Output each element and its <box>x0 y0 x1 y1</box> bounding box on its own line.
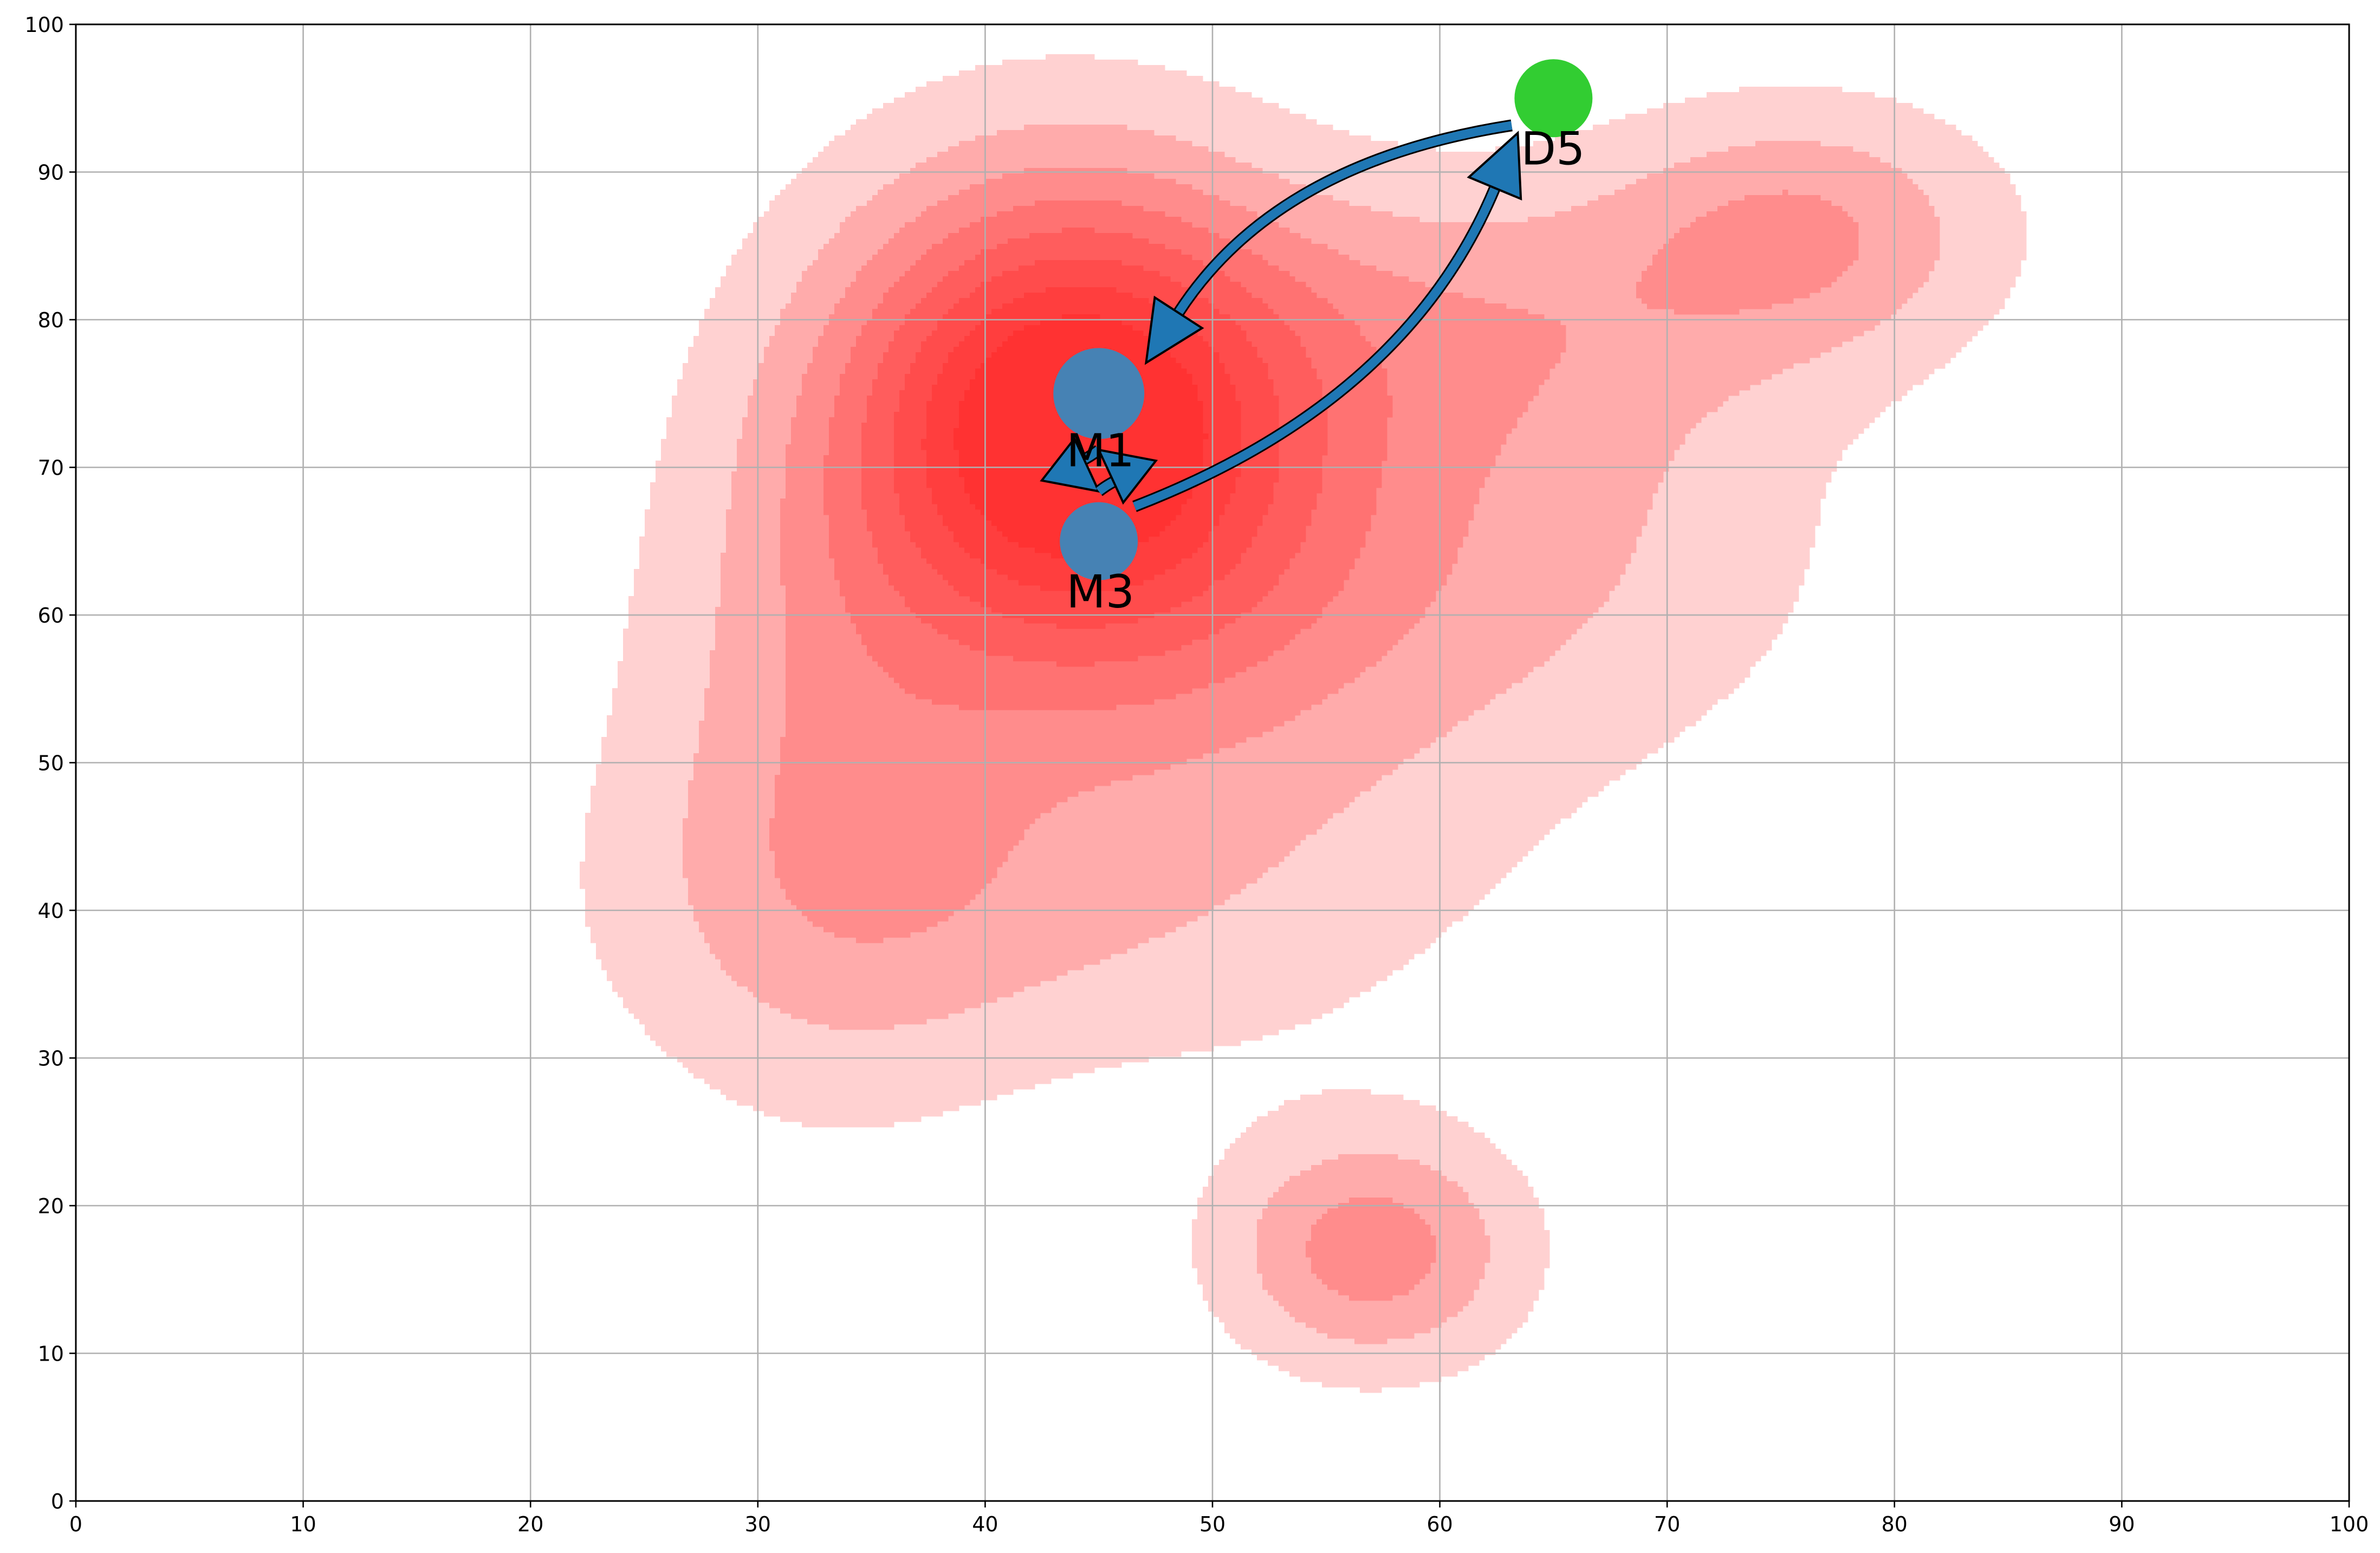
x-tick-label: 0 <box>69 1512 82 1536</box>
density-fill <box>683 125 1940 1344</box>
density-level-7 <box>921 287 1241 591</box>
arrow-head <box>1467 131 1522 201</box>
points: M1 M3 D5 <box>1053 59 1593 618</box>
arrows <box>1040 119 1522 512</box>
x-tick-label: 60 <box>1426 1512 1452 1536</box>
arrow-head <box>1144 295 1204 365</box>
arrow-1 <box>1144 119 1513 365</box>
x-tick-label: 70 <box>1654 1512 1680 1536</box>
y-tick-label: 30 <box>38 1047 64 1071</box>
point-label-d5: D5 <box>1521 122 1585 175</box>
point-label-m1: M1 <box>1066 424 1134 477</box>
arrow-3 <box>1040 436 1103 493</box>
x-tick-label: 40 <box>972 1512 998 1536</box>
x-tick-label: 10 <box>290 1512 316 1536</box>
x-tick-label: 100 <box>2330 1512 2369 1536</box>
y-tick-label: 10 <box>38 1342 64 1366</box>
x-tick-label: 30 <box>745 1512 771 1536</box>
arrow-2 <box>1132 131 1522 512</box>
x-tick-label: 20 <box>517 1512 543 1536</box>
y-tick-label: 60 <box>38 604 64 627</box>
y-tick-label: 70 <box>38 456 64 480</box>
x-tick-label: 80 <box>1882 1512 1908 1536</box>
y-tick-label: 50 <box>38 752 64 775</box>
axes <box>69 23 2350 1507</box>
arrow-head <box>1040 436 1101 493</box>
y-tick-label: 100 <box>24 13 64 37</box>
arrow-shaft <box>1133 186 1499 511</box>
density-level-6 <box>894 260 1279 629</box>
point-label-m3: M3 <box>1066 565 1134 618</box>
x-tick-label: 90 <box>2109 1512 2135 1536</box>
point-m1 <box>1053 348 1145 439</box>
arrow-head <box>1097 448 1158 505</box>
density-fill <box>921 287 1241 591</box>
y-tick-label: 90 <box>38 161 64 185</box>
arrow-4 <box>1095 448 1158 505</box>
density-fill <box>894 260 1279 629</box>
y-tick-label: 0 <box>51 1490 64 1513</box>
point-d5 <box>1514 59 1593 138</box>
y-tick-label: 40 <box>38 899 64 923</box>
y-tick-label: 20 <box>38 1194 64 1218</box>
x-tick-label: 50 <box>1199 1512 1225 1536</box>
density-level-2 <box>683 125 1940 1344</box>
point-m3 <box>1060 502 1138 580</box>
density-level-3 <box>769 168 1859 1301</box>
arrow-shaft <box>1175 121 1513 315</box>
tick-labels: 0 10 20 30 40 50 60 70 80 90 100 0 10 20 30 40 50 60 70 80 9… <box>24 13 2369 1536</box>
density-fill <box>769 168 1859 1301</box>
y-tick-label: 80 <box>38 308 64 332</box>
